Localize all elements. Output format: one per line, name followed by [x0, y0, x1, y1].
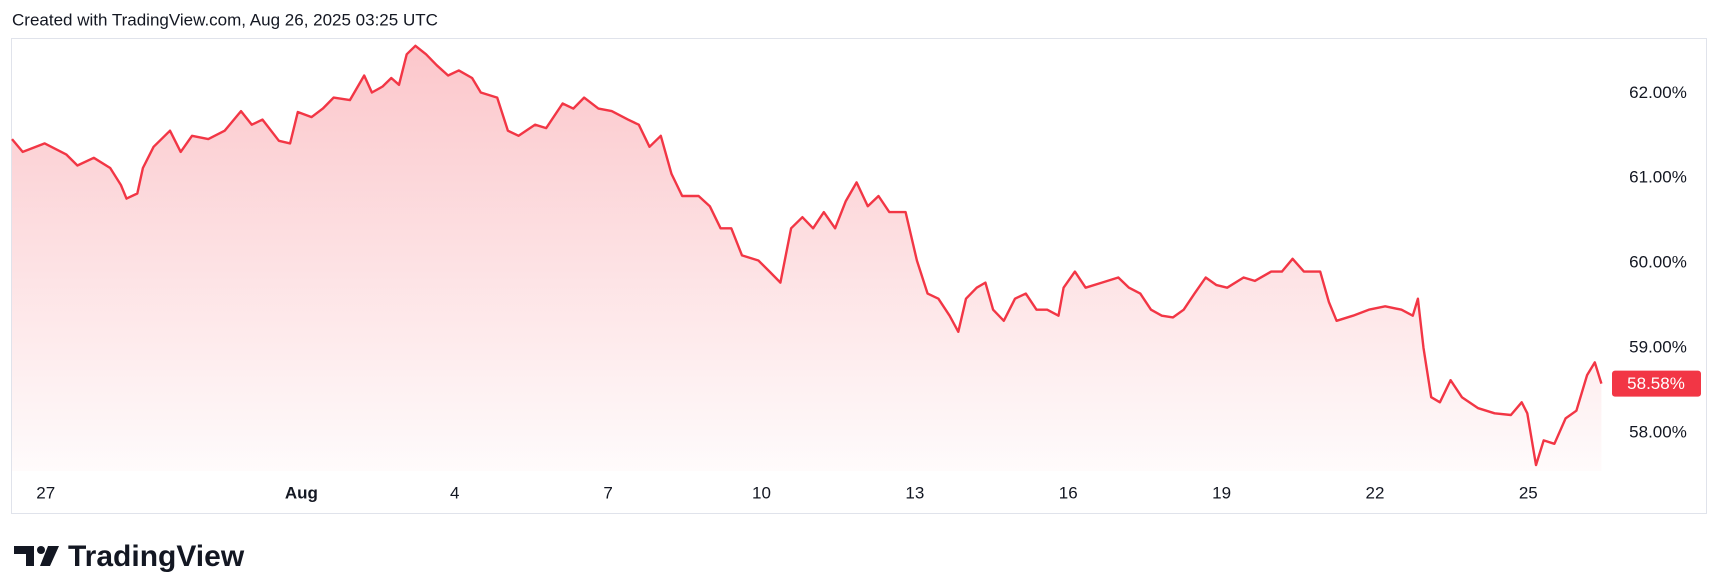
area-fill: [12, 45, 1602, 472]
x-tick-label: 27: [36, 483, 55, 502]
y-tick-label: 62.00%: [1629, 83, 1687, 102]
last-value-badge: [1612, 370, 1701, 397]
logo: TradingView: [14, 540, 245, 573]
x-tick-label: 25: [1519, 483, 1538, 502]
y-tick-label: 59.00%: [1629, 337, 1687, 356]
y-tick-label: 60.00%: [1629, 253, 1687, 272]
last-value-label: 58.58%: [1627, 374, 1685, 393]
logo-icon-slash: [40, 546, 59, 566]
pane-border: [11, 38, 1707, 514]
y-tick-label: 61.00%: [1629, 168, 1687, 187]
price-line: [11, 44, 1603, 467]
x-tick-label: 16: [1059, 483, 1078, 502]
logo-icon-dot: [37, 546, 45, 554]
x-tick-label: 10: [752, 483, 771, 502]
x-tick-label: 19: [1212, 483, 1231, 502]
x-tick-label: 22: [1365, 483, 1384, 502]
y-tick-label: 58.00%: [1629, 422, 1687, 441]
x-tick-label: 7: [603, 483, 612, 502]
chart-title: Created with TradingView.com, Aug 26, 20…: [12, 10, 438, 29]
x-tick-label: 4: [450, 483, 459, 502]
brand-name: TradingView: [68, 540, 245, 573]
x-tick-label: Aug: [285, 483, 318, 502]
logo-icon: [14, 546, 34, 566]
x-tick-label: 13: [905, 483, 924, 502]
